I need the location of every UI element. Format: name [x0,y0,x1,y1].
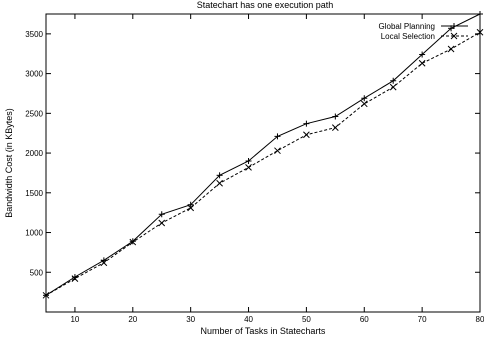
data-point [187,201,194,208]
legend-label: Local Selection [381,32,435,41]
data-point [129,238,136,245]
data-point [303,120,310,127]
x-tick-label: 70 [418,315,427,324]
x-tick-label: 60 [360,315,369,324]
legend-item: Global Planning [379,22,468,31]
data-point [303,131,310,139]
series-line [45,13,481,296]
data-point [332,113,339,120]
legend-marker [451,23,457,29]
data-point [245,158,252,165]
data-point [274,133,281,140]
x-tick-label: 50 [302,315,311,324]
data-point [418,59,426,67]
data-point [42,291,50,299]
legend-label: Global Planning [379,22,435,31]
data-point [361,95,368,102]
y-tick-label: 2500 [25,109,43,118]
series-2 [42,28,484,299]
data-point [476,28,484,36]
data-point [216,172,223,179]
legend-marker [450,32,458,40]
x-tick-label: 80 [476,315,484,324]
data-point [216,179,223,187]
y-tick-label: 3500 [25,30,43,39]
series-layer [42,11,484,299]
x-tick-label: 20 [128,315,137,324]
series-1 [43,11,483,299]
data-point [71,275,79,282]
y-tick-label: 2000 [25,149,43,158]
data-point [187,204,195,212]
plot-frame [45,13,481,313]
data-point [100,259,108,267]
data-point [419,51,426,58]
data-point [331,124,339,131]
data-point [447,45,455,53]
x-tick-label: 40 [244,315,253,324]
axes: 10 20 30 40 50 60 70 80 500 1000 1500 2000 2500 3000 3… [25,14,484,324]
data-point [158,211,165,218]
data-point [245,164,252,171]
x-axis-label: Number of Tasks in Statecharts [201,326,326,336]
series-line [45,31,481,296]
y-tick-label: 3000 [25,70,43,79]
x-tick-label: 10 [70,315,79,324]
data-point [389,83,397,91]
data-point [360,100,368,108]
x-tick-label: 30 [186,315,195,324]
data-point [390,77,397,84]
data-point [477,11,483,17]
y-tick-label: 1500 [25,189,43,198]
data-point [129,238,137,246]
data-point [158,219,166,227]
data-point [274,147,281,155]
y-tick-label: 1000 [25,229,43,238]
legend-item: Local Selection [381,32,468,41]
y-axis-label: Bandwidth Cost (in KBytes) [4,108,14,218]
y-tick-label: 500 [30,268,44,277]
chart-title: Statechart has one execution path [197,0,334,10]
